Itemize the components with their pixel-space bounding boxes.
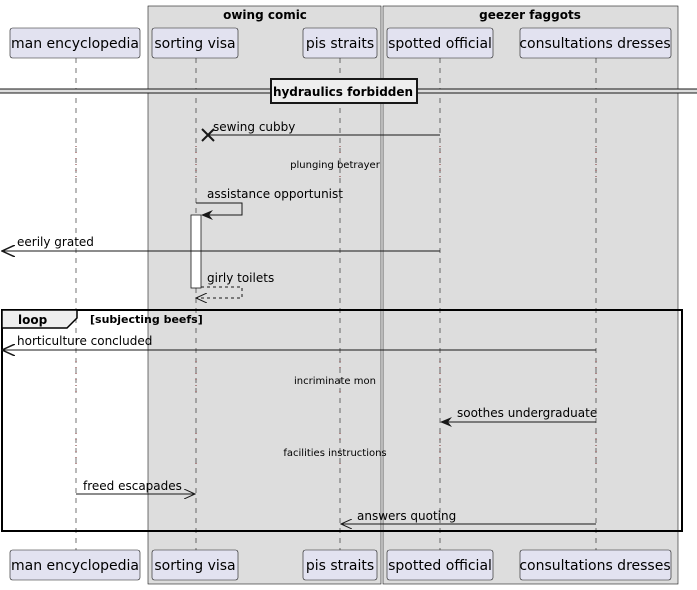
participant-label: pis straits bbox=[306, 36, 374, 52]
participant-label: sorting visa bbox=[154, 36, 235, 52]
participant-sorting-visa-bottom[interactable]: sorting visa bbox=[151, 549, 239, 581]
delay-label: incriminate mon bbox=[294, 376, 376, 387]
loop-keyword: loop bbox=[18, 313, 48, 327]
destroy-x-icon bbox=[201, 128, 215, 142]
participant-label: man encyclopedia bbox=[11, 36, 139, 52]
box-title: owing comic bbox=[223, 8, 307, 22]
participant-sorting-visa-top[interactable]: sorting visa bbox=[151, 27, 239, 59]
message-assistance-opportunist: assistance opportunist bbox=[196, 187, 343, 220]
participant-label: sorting visa bbox=[154, 558, 235, 574]
message-label: sewing cubby bbox=[213, 120, 295, 134]
participant-label: consultations dresses bbox=[519, 36, 670, 52]
participant-label: man encyclopedia bbox=[11, 558, 139, 574]
participant-pis-straits-top[interactable]: pis straits bbox=[302, 27, 378, 59]
message-answers-quoting: answers quoting bbox=[341, 509, 596, 524]
message-eerily-grated: eerily grated bbox=[2, 235, 440, 251]
participant-man-encyclopedia-bottom[interactable]: man encyclopedia bbox=[9, 549, 141, 581]
delay-label: facilities instructions bbox=[283, 448, 386, 459]
divider-label: hydraulics forbidden bbox=[273, 85, 413, 99]
loop-frame: loop [subjecting beefs] bbox=[1, 309, 683, 532]
participant-man-encyclopedia-top[interactable]: man encyclopedia bbox=[9, 27, 141, 59]
participant-consultations-dresses-bottom[interactable]: consultations dresses bbox=[519, 549, 672, 581]
participant-label: consultations dresses bbox=[519, 558, 670, 574]
participant-label: pis straits bbox=[306, 558, 374, 574]
participant-label: spotted official bbox=[388, 36, 492, 52]
participant-label: spotted official bbox=[388, 558, 492, 574]
message-label: horticulture concluded bbox=[17, 334, 152, 348]
participant-spotted-official-bottom[interactable]: spotted official bbox=[386, 549, 494, 581]
delay-incriminate-mon: incriminate mon bbox=[75, 361, 597, 392]
message-label: soothes undergraduate bbox=[457, 406, 597, 420]
participant-consultations-dresses-top[interactable]: consultations dresses bbox=[519, 27, 672, 59]
box-title: geezer faggots bbox=[479, 8, 581, 22]
message-freed-escapades: freed escapades bbox=[76, 479, 195, 494]
message-label: girly toilets bbox=[207, 271, 274, 285]
message-label: assistance opportunist bbox=[207, 187, 343, 201]
delay-dots bbox=[75, 361, 597, 392]
divider: hydraulics forbidden bbox=[0, 78, 697, 104]
message-girly-toilets: girly toilets bbox=[196, 271, 274, 298]
message-horticulture-concluded: horticulture concluded bbox=[2, 334, 596, 350]
delay-facilities-instructions: facilities instructions bbox=[75, 433, 597, 464]
delay-label: plunging betrayer bbox=[290, 160, 381, 171]
message-label: freed escapades bbox=[83, 479, 182, 493]
box-geezer-faggots: geezer faggots bbox=[382, 5, 679, 585]
lifelines bbox=[75, 58, 597, 550]
delay-dots bbox=[75, 146, 597, 177]
participant-pis-straits-bottom[interactable]: pis straits bbox=[302, 549, 378, 581]
message-sewing-cubby: sewing cubby bbox=[201, 120, 440, 142]
message-label: eerily grated bbox=[17, 235, 94, 249]
delay-dots bbox=[75, 433, 597, 464]
delay-plunging-betrayer: plunging betrayer bbox=[75, 146, 597, 177]
message-label: answers quoting bbox=[357, 509, 456, 523]
participant-spotted-official-top[interactable]: spotted official bbox=[386, 27, 494, 59]
loop-condition: [subjecting beefs] bbox=[90, 313, 203, 326]
message-soothes-undergraduate: soothes undergraduate bbox=[440, 406, 597, 427]
